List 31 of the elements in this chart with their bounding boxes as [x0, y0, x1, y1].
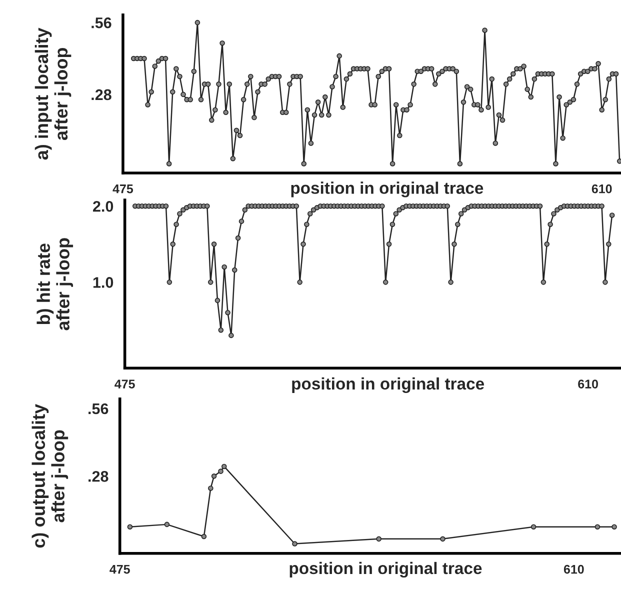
point	[530, 524, 536, 530]
y-axis-title: b) hit rate after j-loop	[36, 238, 74, 330]
point	[201, 534, 207, 540]
y-axis-title: a) input locality after j-loop	[34, 28, 72, 160]
point	[440, 536, 446, 542]
point	[376, 536, 382, 542]
y-tick-label: .56	[92, 17, 112, 28]
x-tick-label: 610	[592, 184, 612, 194]
point	[164, 522, 170, 528]
x-axis-title: position in original trace	[290, 562, 482, 578]
x-tick-label: 475	[110, 564, 130, 574]
y-tick-label: .56	[88, 403, 108, 414]
y-tick-label: .28	[92, 89, 112, 100]
y-tick-label: 2.0	[93, 200, 114, 212]
point	[292, 541, 298, 546]
y-axis-title: c) output locality after j-loop	[32, 404, 68, 548]
point	[594, 524, 600, 530]
point	[208, 486, 214, 491]
y-tick-label: .28	[88, 471, 108, 482]
x-tick-label: 610	[578, 380, 598, 388]
x-tick-label: 475	[112, 184, 134, 194]
point	[218, 468, 224, 474]
x-tick-label: 610	[564, 564, 584, 574]
point	[127, 524, 133, 530]
x-tick-label: 475	[114, 380, 135, 388]
point	[612, 524, 617, 530]
point	[211, 473, 217, 479]
x-axis-title: position in original trace	[292, 377, 484, 394]
x-axis-title: position in original trace	[291, 182, 484, 198]
y-tick-label: 1.0	[93, 277, 114, 288]
point	[221, 464, 227, 470]
